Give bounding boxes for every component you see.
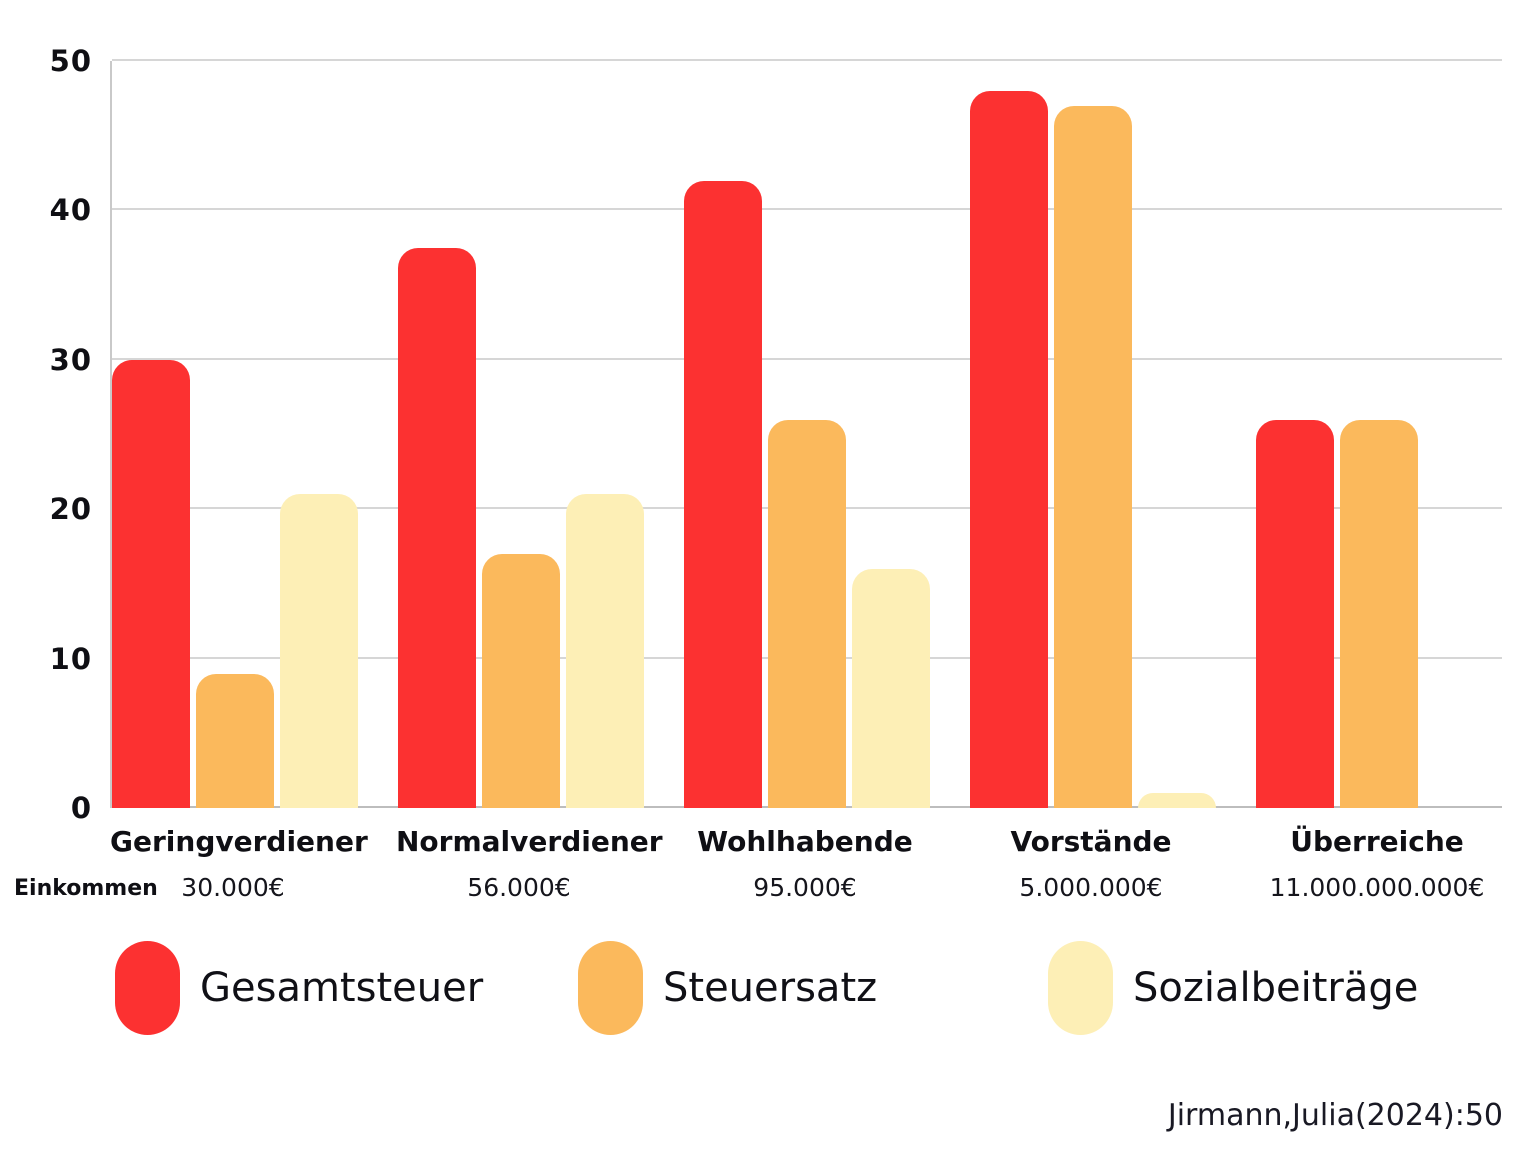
category-row: Geringverdiener Normalverdiener Wohlhabend…: [110, 824, 1500, 860]
y-axis-tick-40: 40: [49, 193, 92, 228]
legend-label-gesamtsteuer: Gesamtsteuer: [200, 965, 484, 1011]
bar-steuersatz-uberreiche: [1340, 419, 1418, 808]
bar-gesamtsteuer-geringverdiener: [112, 359, 190, 808]
y-axis-tick-50: 50: [49, 44, 92, 78]
y-axis-tick-20: 20: [49, 492, 92, 527]
income-row-label: Einkommen: [14, 876, 158, 901]
legend-marker-steuersatz: [578, 941, 643, 1035]
source-citation: Jirmann,Julia(2024):50: [1167, 1098, 1503, 1133]
bar-group-normalverdiener: [398, 61, 644, 808]
bar-group-uberreiche: [1256, 61, 1502, 808]
bar-group-vorstande: [970, 61, 1216, 808]
category-label-geringverdiener: Geringverdiener: [110, 825, 368, 858]
legend-item-steuersatz: Steuersatz: [578, 941, 1048, 1035]
legend-item-gesamtsteuer: Gesamtsteuer: [115, 941, 578, 1035]
y-axis-tick-30: 30: [49, 342, 92, 377]
legend-marker-gesamtsteuer: [115, 941, 180, 1035]
y-axis-tick-0: 0: [70, 791, 92, 825]
category-label-wohlhabende: Wohlhabende: [697, 825, 913, 858]
bar-group-geringverdiener: [112, 61, 358, 808]
bar-gesamtsteuer-normalverdiener: [398, 247, 476, 808]
legend-label-sozialbeitrage: Sozialbeiträge: [1133, 965, 1419, 1011]
legend-label-steuersatz: Steuersatz: [663, 965, 878, 1011]
gridline-30: [112, 357, 1502, 360]
category-label-uberreiche: Überreiche: [1290, 825, 1464, 858]
bar-steuersatz-wohlhabende: [768, 419, 846, 808]
bar-sozialbeitrage-geringverdiener: [280, 494, 358, 808]
y-axis-tick-10: 10: [49, 641, 92, 676]
bar-gesamtsteuer-wohlhabende: [684, 180, 762, 808]
bar-sozialbeitrage-normalverdiener: [566, 494, 644, 808]
bar-gesamtsteuer-uberreiche: [1256, 419, 1334, 808]
category-label-vorstande: Vorstände: [1010, 825, 1172, 858]
bar-groups: [112, 61, 1502, 808]
bar-steuersatz-geringverdiener: [196, 673, 274, 808]
plot-area: [110, 59, 1502, 808]
income-value-vorstande: 5.000.000€: [1019, 873, 1163, 902]
income-values-row: 30.000€ 56.000€ 95.000€ 5.000.000€ 11.000.00…: [110, 872, 1500, 904]
gridline-50: [112, 59, 1502, 61]
gridline-40: [112, 208, 1502, 211]
bar-steuersatz-normalverdiener: [482, 554, 560, 808]
legend-marker-sozialbeitrage: [1048, 941, 1113, 1035]
legend: Gesamtsteuer Steuersatz Sozialbeiträge: [115, 941, 1418, 1035]
income-value-uberreiche: 11.000.000.000€: [1269, 873, 1485, 902]
income-value-wohlhabende: 95.000€: [753, 873, 857, 902]
bar-steuersatz-vorstande: [1054, 105, 1132, 808]
legend-item-sozialbeitrage: Sozialbeiträge: [1048, 941, 1418, 1035]
bar-sozialbeitrage-vorstande: [1138, 793, 1216, 808]
bar-sozialbeitrage-wohlhabende: [852, 568, 930, 808]
income-value-geringverdiener: 30.000€: [181, 873, 285, 902]
bar-gesamtsteuer-vorstande: [970, 90, 1048, 808]
bar-group-wohlhabende: [684, 61, 930, 808]
category-label-normalverdiener: Normalverdiener: [396, 825, 663, 858]
income-value-normalverdiener: 56.000€: [467, 873, 571, 902]
